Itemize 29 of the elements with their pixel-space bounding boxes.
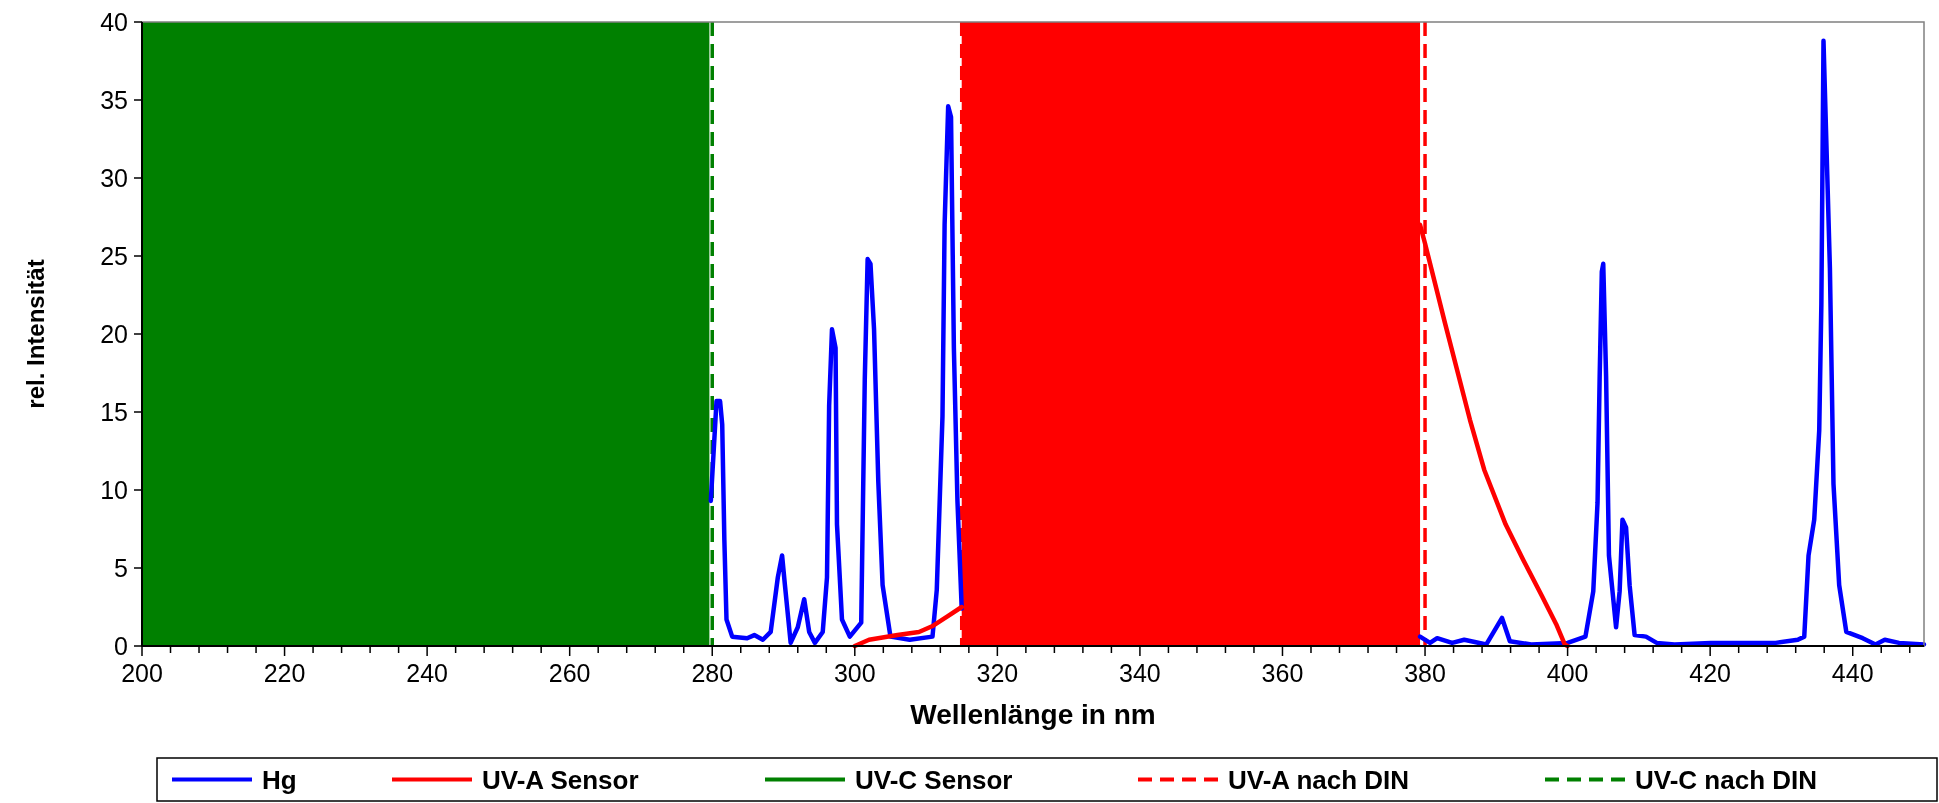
- x-tick-label: 200: [121, 659, 163, 687]
- legend-label: UV-A Sensor: [482, 764, 639, 795]
- y-tick-label: 40: [100, 8, 128, 36]
- x-tick-label: 380: [1404, 659, 1446, 687]
- x-tick-label: 300: [833, 659, 876, 687]
- legend-label: UV-A nach DIN: [1228, 764, 1410, 795]
- y-tick-label: 30: [100, 164, 128, 192]
- legend-label: UV-C Sensor: [855, 764, 1013, 795]
- x-tick-label: 320: [976, 659, 1019, 687]
- y-tick-label: 20: [100, 320, 128, 348]
- legend-label: Hg: [262, 764, 297, 795]
- x-axis-title: Wellenlänge in nm: [910, 699, 1156, 730]
- x-tick-label: 280: [691, 659, 734, 687]
- y-tick-label: 5: [114, 554, 128, 582]
- y-tick-label: 25: [100, 242, 128, 270]
- legend-label: UV-C nach DIN: [1635, 764, 1818, 795]
- x-tick-label: 260: [548, 659, 591, 687]
- y-tick-label: 15: [100, 398, 128, 426]
- y-tick-label: 35: [100, 86, 128, 114]
- x-tick-label: 240: [406, 659, 448, 687]
- x-tick-label: 360: [1261, 659, 1304, 687]
- x-tick-label: 440: [1831, 659, 1874, 687]
- x-tick-label: 400: [1546, 659, 1589, 687]
- y-tick-label: 0: [114, 632, 128, 660]
- x-tick-label: 340: [1119, 659, 1161, 687]
- x-tick-label: 220: [263, 659, 306, 687]
- y-tick-label: 10: [100, 476, 128, 504]
- y-axis-title: rel. Intensität: [22, 259, 49, 409]
- x-tick-label: 420: [1689, 659, 1732, 687]
